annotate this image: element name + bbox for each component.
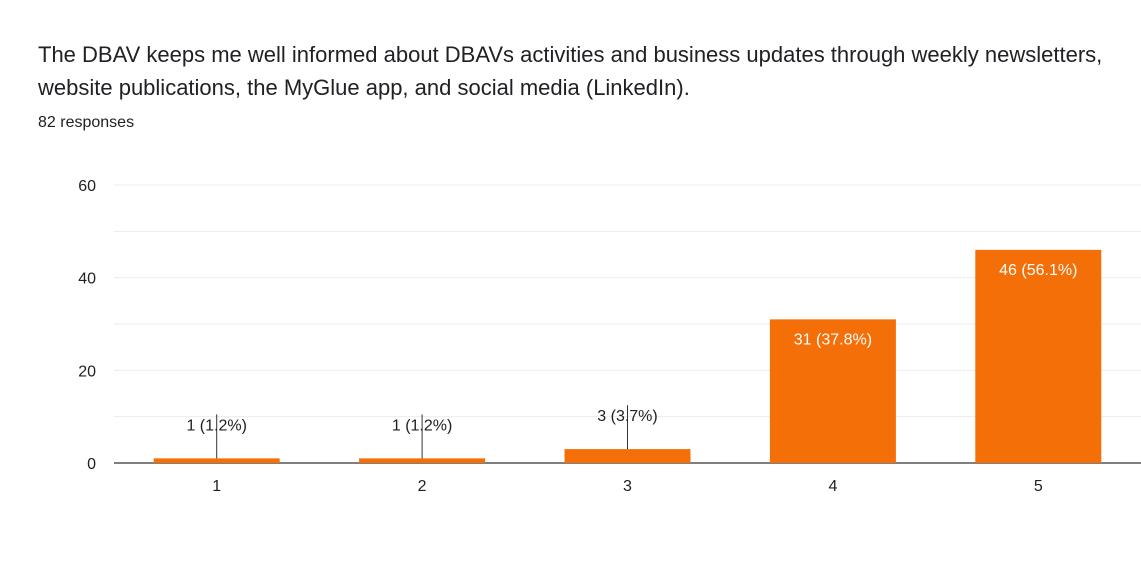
bar-2[interactable] (359, 458, 486, 463)
response-count: 82 responses (38, 114, 135, 131)
x-tick-label: 2 (418, 478, 427, 495)
bar-5[interactable] (975, 249, 1102, 463)
y-tick-label: 40 (78, 271, 96, 288)
y-tick-label: 20 (78, 363, 96, 380)
data-label: 46 (56.1%) (999, 262, 1077, 279)
data-label: 31 (37.8%) (794, 331, 872, 348)
x-tick-label: 3 (623, 478, 632, 495)
x-tick-label: 1 (212, 478, 221, 495)
question-title: The DBAV keeps me well informed about DB… (38, 42, 1103, 100)
y-tick-label: 0 (87, 456, 96, 473)
data-label: 3 (3.7%) (597, 408, 657, 425)
y-tick-label: 60 (78, 178, 96, 195)
data-label: 1 (1.2%) (186, 417, 246, 434)
bar-1[interactable] (153, 458, 280, 463)
x-tick-label: 4 (828, 478, 837, 495)
bar-4[interactable] (769, 319, 896, 463)
x-tick-label: 5 (1034, 478, 1043, 495)
bar-3[interactable] (564, 449, 691, 463)
data-label: 1 (1.2%) (392, 417, 452, 434)
